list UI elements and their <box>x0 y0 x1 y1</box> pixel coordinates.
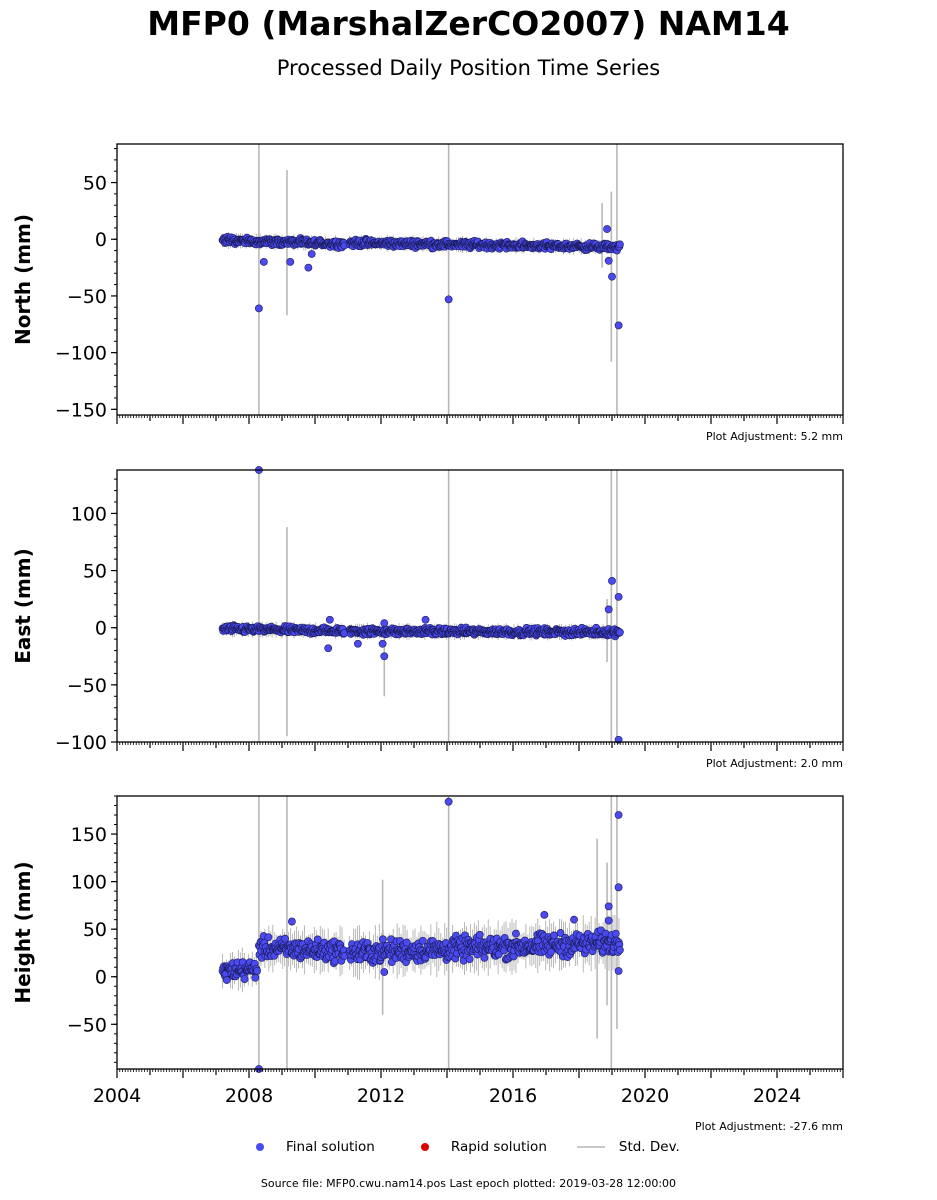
plot-adjustment-label: Plot Adjustment: 5.2 mm <box>706 430 843 443</box>
legend-label-rapid: Rapid solution <box>450 1139 547 1155</box>
outlier-point <box>603 225 611 233</box>
data-point <box>480 953 489 962</box>
data-point <box>556 929 565 937</box>
legend-item-final: Final solution <box>240 1139 375 1155</box>
legend-label-std: Std. Dev. <box>618 1139 680 1155</box>
panel-2: 100 50 0 −50 −100 East (mm) Plot Adjustment: 2… <box>11 466 844 770</box>
y-axis-label: East (mm) <box>11 548 35 664</box>
y-tick-label: 100 <box>71 503 107 525</box>
outlier-point <box>608 576 616 585</box>
data-point <box>611 929 620 938</box>
x-tick-label: 2024 <box>753 1085 801 1107</box>
y-tick-label: −100 <box>55 343 107 365</box>
data-point <box>379 935 387 944</box>
outlier-point <box>614 883 623 892</box>
outlier-point <box>570 915 578 924</box>
chart-subtitle: Processed Daily Position Time Series <box>276 56 661 80</box>
legend-label-final: Final solution <box>286 1139 375 1155</box>
outlier-point <box>259 258 268 266</box>
outlier-point <box>604 256 613 265</box>
y-tick-label: −50 <box>67 1014 107 1036</box>
legend: Final solution Rapid solution Std. Dev. <box>240 1136 710 1158</box>
data-point <box>512 929 520 938</box>
y-tick-label: 150 <box>71 824 107 846</box>
data-point <box>253 967 261 975</box>
data-point <box>240 975 249 983</box>
outlier-point <box>614 592 623 601</box>
outlier-point <box>608 272 616 281</box>
data-point <box>418 936 427 945</box>
plot-adjustment-label: Plot Adjustment: -27.6 mm <box>695 1120 843 1133</box>
outlier-point <box>353 639 362 648</box>
y-tick-label: 0 <box>95 967 107 989</box>
y-tick-label: −50 <box>67 286 107 308</box>
data-point <box>331 957 339 966</box>
y-tick-label: −100 <box>55 732 107 754</box>
outlier-point <box>604 916 613 925</box>
y-tick-label: −50 <box>67 675 107 697</box>
data-point <box>264 933 273 942</box>
chart-title: MFP0 (MarshalZerCO2007) NAM14 <box>147 4 790 43</box>
outlier-point <box>287 917 296 926</box>
data-point <box>281 934 289 943</box>
outlier-point <box>540 911 549 919</box>
y-tick-label: 50 <box>83 173 107 195</box>
y-tick-label: 0 <box>95 229 107 251</box>
x-tick-label: 2004 <box>93 1085 141 1107</box>
y-axis-label: North (mm) <box>11 214 35 345</box>
outlier-point <box>614 967 623 975</box>
y-tick-label: 50 <box>83 919 107 941</box>
outlier-point <box>304 263 313 272</box>
outlier-point <box>614 811 623 819</box>
rapid-marker-icon <box>420 1143 429 1151</box>
y-tick-label: 50 <box>83 561 107 583</box>
outlier-point <box>286 258 295 266</box>
final-marker-icon <box>256 1143 264 1151</box>
data-point <box>465 955 474 964</box>
data-point <box>251 973 260 982</box>
outlier-point <box>325 615 334 624</box>
y-tick-label: −150 <box>55 399 107 421</box>
data-point <box>475 930 484 939</box>
data-point <box>547 948 555 956</box>
legend-item-rapid: Rapid solution <box>405 1139 547 1155</box>
x-tick-label: 2020 <box>621 1085 669 1107</box>
y-axis-label: Height (mm) <box>11 861 35 1003</box>
source-footnote: Source file: MFP0.cwu.nam14.pos Last epo… <box>260 1177 677 1190</box>
data-point <box>222 976 231 984</box>
plot-adjustment-label: Plot Adjustment: 2.0 mm <box>706 757 843 770</box>
outlier-point <box>380 619 389 628</box>
outlier-point <box>380 968 389 976</box>
outlier-point <box>378 639 387 648</box>
outlier-point <box>254 304 263 313</box>
outlier-point <box>604 902 613 911</box>
x-tick-label: 2012 <box>357 1085 405 1107</box>
data-point <box>402 938 411 947</box>
data-point <box>616 240 624 249</box>
outlier-point <box>324 644 333 653</box>
panel-3: 150 100 50 0 −50 Height (mm) Plot Adjustment: … <box>11 795 844 1133</box>
data-point <box>313 935 322 944</box>
data-point <box>616 628 624 637</box>
panel-1: 50 0 −50 −100 −150 North (mm) Plot Adjustment:… <box>11 143 844 443</box>
y-tick-label: 100 <box>71 872 107 894</box>
outlier-point <box>421 615 430 624</box>
legend-item-std: Std. Dev. <box>576 1139 680 1155</box>
outlier-point <box>614 321 623 330</box>
outlier-point <box>604 605 613 614</box>
outlier-point <box>307 250 316 258</box>
y-tick-label: 0 <box>95 618 107 640</box>
data-point <box>616 946 624 954</box>
outlier-point <box>444 295 453 304</box>
outlier-point <box>444 797 453 806</box>
x-tick-label: 2008 <box>225 1085 273 1107</box>
x-tick-label: 2016 <box>489 1085 537 1107</box>
outlier-point <box>380 652 389 661</box>
std-line-icon <box>576 1146 605 1148</box>
plot-frame <box>116 469 844 743</box>
plot-frame <box>116 143 844 416</box>
